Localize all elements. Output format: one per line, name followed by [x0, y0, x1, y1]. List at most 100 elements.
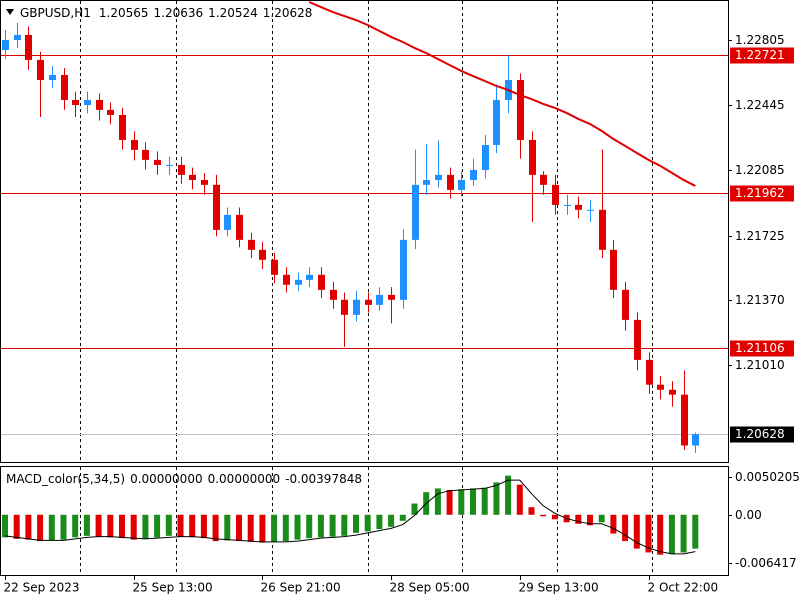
candle-body: [458, 179, 465, 190]
level-label: 1.22721: [730, 47, 794, 64]
y-tick-label: 1.21010: [735, 358, 785, 372]
candle-body: [131, 139, 138, 150]
macd-reading: -0.00397848: [285, 472, 362, 486]
candle-body: [201, 179, 208, 185]
macd-bar: [399, 514, 406, 521]
candle-body: [248, 239, 255, 250]
x-tick-label: 29 Sep 13:00: [519, 581, 599, 595]
macd-bar: [528, 507, 535, 515]
macd-bar: [2, 514, 8, 538]
macd-bar: [107, 514, 114, 538]
macd-bar: [657, 514, 664, 555]
macd-bar: [317, 514, 324, 538]
candle-body: [154, 159, 161, 165]
macd-bar: [72, 514, 79, 538]
macd-bar: [598, 514, 605, 523]
close-reading: 1.20628: [263, 6, 313, 20]
price-plot: [1, 1, 728, 453]
current-price-label: 1.20628: [730, 426, 794, 443]
macd-reading: 0.00000000: [130, 472, 203, 486]
macd-bar: [142, 514, 149, 539]
candle-body: [25, 34, 32, 60]
macd-bar: [60, 514, 67, 540]
candle-body: [610, 249, 617, 290]
macd-title: MACD_color(5,34,5): [6, 472, 125, 486]
candle-body: [599, 209, 606, 250]
macd-bar: [294, 514, 301, 540]
candle-body: [224, 214, 231, 230]
macd-bar: [692, 514, 699, 549]
candle-body: [622, 289, 629, 320]
macd-bar: [259, 514, 266, 543]
candle-body: [470, 169, 477, 180]
moving-average: [308, 1, 696, 187]
y-tick-label: 1.22445: [735, 98, 785, 112]
macd-y-tick-label: -0.006417: [735, 556, 797, 570]
macd-bar: [458, 489, 465, 515]
x-tick-label: 25 Sep 13:00: [133, 581, 213, 595]
macd-bar: [83, 514, 90, 536]
macd-plot: [2, 475, 699, 555]
candle-body: [306, 274, 313, 280]
candle-body: [37, 59, 44, 81]
macd-bar: [212, 514, 219, 542]
candle-body: [564, 204, 571, 206]
candle-body: [540, 174, 547, 185]
x-tick-label: 26 Sep 21:00: [261, 581, 341, 595]
level-label-text: 1.21962: [735, 186, 785, 200]
candle-body: [189, 174, 196, 180]
candle-body: [295, 279, 302, 285]
candle-body: [365, 299, 372, 305]
candle-body: [178, 164, 185, 175]
macd-bar: [364, 514, 371, 532]
y-tick-label: 1.22805: [735, 33, 785, 47]
level-label-text: 1.21106: [735, 341, 785, 355]
macd-bar: [48, 514, 55, 541]
macd-panel-frame: [0, 466, 729, 576]
candle-body: [400, 239, 407, 300]
macd-bar: [165, 514, 172, 536]
macd-bar: [119, 514, 125, 539]
candle-body: [482, 145, 489, 170]
candle-body: [283, 274, 290, 285]
candle-body: [388, 294, 395, 300]
macd-bar: [341, 514, 348, 536]
level-label-box: [730, 185, 794, 202]
candle-body: [552, 184, 559, 205]
candle-body: [236, 214, 243, 240]
candle-body: [412, 184, 419, 240]
macd-bar: [25, 514, 32, 540]
high-reading: 1.20636: [154, 6, 204, 20]
candle-body: [318, 274, 325, 290]
candle-body: [96, 99, 103, 110]
candle-body: [669, 389, 676, 395]
macd-bar: [376, 514, 383, 530]
candle-body: [166, 164, 173, 166]
candle-body: [447, 174, 454, 190]
candle-body: [423, 179, 430, 185]
candle-body: [435, 174, 442, 180]
menu-arrow: [6, 9, 14, 15]
macd-bar: [353, 514, 359, 533]
macd-bar: [434, 488, 441, 515]
x-tick-label: 2 Oct 22:00: [648, 581, 719, 595]
low-reading: 1.20524: [208, 6, 258, 20]
current-price-box: [730, 426, 794, 443]
macd-bar: [247, 514, 254, 542]
candle-body: [49, 74, 56, 81]
candle-body: [84, 99, 91, 105]
vertical-grid: [80, 1, 653, 575]
macd-bar: [177, 514, 184, 537]
macd-bar: [680, 514, 687, 553]
candle-body: [646, 359, 653, 385]
level-label-box: [730, 340, 794, 357]
macd-bar: [575, 514, 582, 524]
open-reading: 1.20565: [99, 6, 149, 20]
macd-bar: [540, 514, 547, 517]
macd-bar: [37, 514, 44, 542]
macd-bar: [470, 488, 476, 515]
macd-bar: [622, 514, 629, 542]
candle-body: [376, 294, 383, 305]
candle-body: [330, 289, 337, 300]
candle-body: [634, 319, 641, 360]
